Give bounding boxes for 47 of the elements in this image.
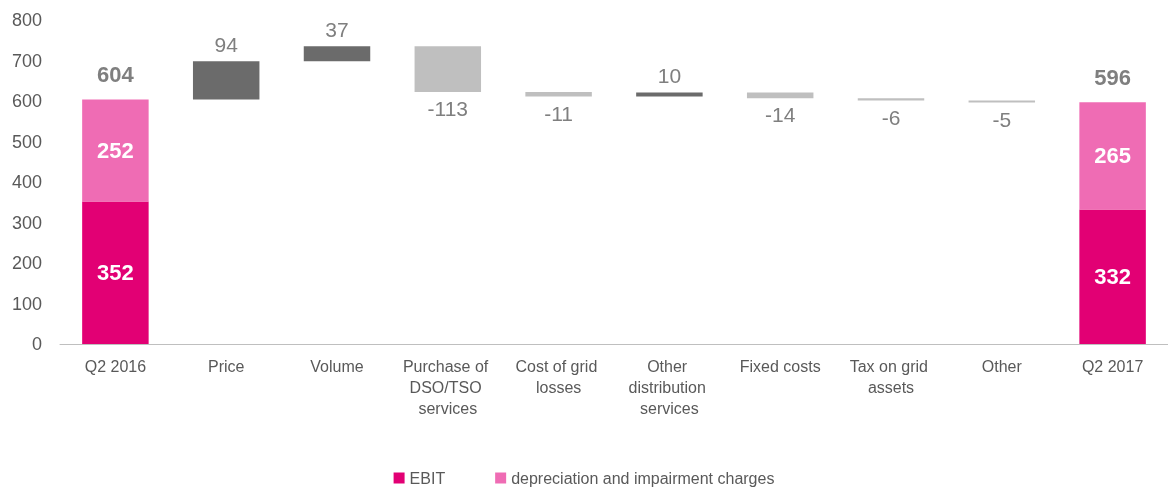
- data-label: 94: [214, 33, 239, 57]
- x-tick-label: Q2 2017: [1081, 358, 1144, 375]
- y-tick-label: 200: [11, 253, 42, 273]
- y-tick-label: 400: [11, 172, 42, 192]
- x-tick-label: Price: [207, 358, 245, 375]
- data-label: -5: [992, 107, 1012, 131]
- y-tick-label: 0: [31, 334, 42, 354]
- bar: [192, 61, 260, 100]
- x-tick-label: Tax on grid assets: [849, 358, 933, 396]
- legend-label: EBIT: [409, 469, 446, 487]
- x-tick-label: Purchase of DSO/TSO services: [402, 358, 493, 417]
- data-label: 332: [1094, 264, 1131, 290]
- x-tick-label: Other distribution services: [628, 358, 711, 417]
- y-tick-label: 100: [11, 293, 42, 314]
- x-tick-label: Fixed costs: [739, 358, 821, 375]
- x-tick-label: Cost of grid losses: [515, 358, 602, 396]
- data-label: -14: [765, 103, 796, 127]
- total-label: 596: [1094, 64, 1131, 90]
- bar: [968, 100, 1036, 103]
- data-label: 10: [657, 64, 682, 88]
- bar: [82, 201, 149, 344]
- data-label: -113: [427, 97, 469, 121]
- y-tick-label: 500: [11, 131, 42, 152]
- bar: [414, 46, 482, 93]
- bar: [746, 92, 814, 99]
- y-tick-label: 800: [11, 10, 42, 30]
- data-label: -6: [881, 105, 901, 129]
- data-label: 37: [325, 18, 349, 42]
- x-tick-label: Q2 2016: [84, 358, 147, 375]
- y-tick-label: 300: [11, 212, 42, 233]
- x-tick-label: Other: [981, 358, 1023, 375]
- total-label: 604: [97, 61, 135, 87]
- data-label: -11: [544, 101, 573, 125]
- y-tick-label: 700: [11, 50, 42, 71]
- y-tick-label: 600: [11, 91, 42, 111]
- data-label: 252: [97, 137, 134, 163]
- legend-label: depreciation and impairment charges: [511, 469, 775, 487]
- data-label: 265: [1094, 143, 1131, 169]
- bar: [857, 98, 925, 101]
- data-label: 352: [97, 260, 134, 286]
- bar: [636, 92, 703, 97]
- bar: [82, 99, 149, 202]
- bar: [1079, 209, 1146, 344]
- x-tick-label: Volume: [310, 358, 364, 375]
- bar: [1079, 102, 1146, 210]
- bar: [525, 92, 592, 97]
- bar: [303, 46, 371, 62]
